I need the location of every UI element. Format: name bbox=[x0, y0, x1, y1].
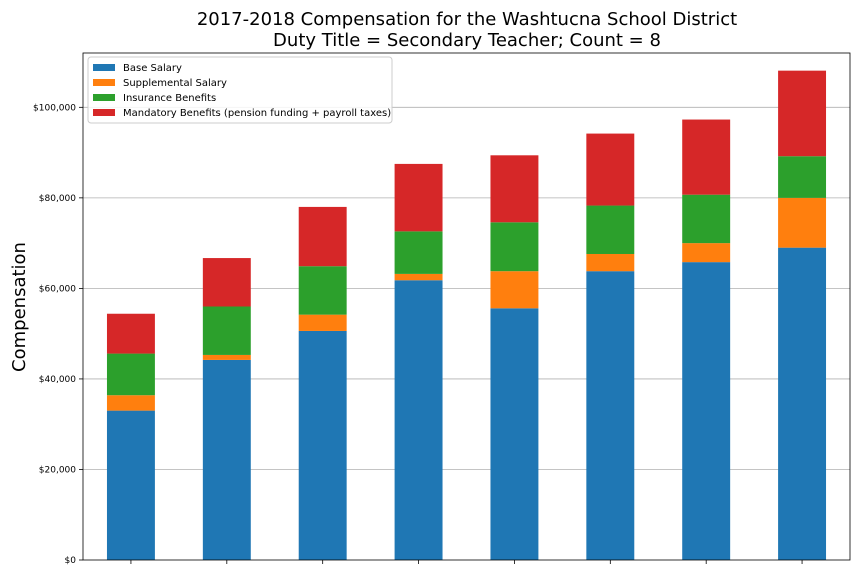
y-axis-label: Compensation bbox=[9, 242, 30, 372]
bar-segment bbox=[298, 314, 347, 331]
chart-title: 2017-2018 Compensation for the Washtucna… bbox=[197, 9, 737, 30]
bars bbox=[106, 70, 827, 560]
bar-segment bbox=[490, 222, 539, 272]
legend-label: Insurance Benefits bbox=[123, 93, 216, 104]
legend: Base Salary Supplemental Salary Insurance … bbox=[87, 56, 393, 124]
bar-segment bbox=[682, 262, 731, 560]
bar-segment bbox=[394, 163, 443, 232]
bar-segment bbox=[106, 395, 155, 411]
bar-segment bbox=[778, 247, 827, 560]
bar-segment bbox=[394, 280, 443, 560]
bar-segment bbox=[202, 359, 251, 560]
bar-segment bbox=[778, 70, 827, 157]
legend-box bbox=[87, 56, 393, 124]
bar-segment bbox=[682, 243, 731, 263]
legend-swatch bbox=[93, 109, 115, 116]
bar-segment bbox=[298, 206, 347, 267]
bar-segment bbox=[490, 308, 539, 560]
grid-lines bbox=[83, 106, 850, 470]
bar-segment bbox=[490, 271, 539, 309]
axes: $0 $20,000 $40,000 $60,000 $80,000 $100,000 bbox=[33, 52, 851, 566]
plot-frame bbox=[82, 52, 851, 561]
legend-swatch bbox=[93, 79, 115, 86]
bar-segment bbox=[106, 410, 155, 560]
bar-segment bbox=[202, 354, 251, 360]
y-tick-label: $0 bbox=[65, 556, 77, 566]
bar-segment bbox=[586, 253, 635, 272]
bar-segment bbox=[586, 271, 635, 560]
y-tick-label: $80,000 bbox=[39, 194, 76, 204]
bar-segment bbox=[202, 258, 251, 307]
legend-label: Mandatory Benefits (pension funding + pa… bbox=[123, 108, 391, 119]
y-tick-label: $100,000 bbox=[33, 103, 76, 113]
legend-swatch bbox=[93, 64, 115, 71]
y-tick-label: $40,000 bbox=[39, 375, 76, 385]
y-tick-label: $60,000 bbox=[39, 284, 76, 294]
bar-segment bbox=[586, 205, 635, 254]
legend-swatch bbox=[93, 94, 115, 101]
legend-label: Base Salary bbox=[123, 63, 182, 74]
bar-segment bbox=[490, 155, 539, 223]
bar-segment bbox=[394, 231, 443, 274]
bar-segment bbox=[586, 133, 635, 206]
bar-segment bbox=[682, 119, 731, 195]
y-tick-label: $20,000 bbox=[39, 465, 76, 475]
bar-segment bbox=[778, 197, 827, 248]
bar-segment bbox=[298, 266, 347, 315]
bar-segment bbox=[682, 194, 731, 244]
legend-label: Supplemental Salary bbox=[123, 78, 227, 89]
chart-subtitle: Duty Title = Secondary Teacher; Count = … bbox=[273, 30, 661, 51]
bar-segment bbox=[106, 353, 155, 396]
bar-segment bbox=[298, 330, 347, 560]
bar-segment bbox=[106, 313, 155, 354]
bar-segment bbox=[394, 273, 443, 281]
bar-segment bbox=[778, 156, 827, 198]
bar-segment bbox=[202, 306, 251, 355]
